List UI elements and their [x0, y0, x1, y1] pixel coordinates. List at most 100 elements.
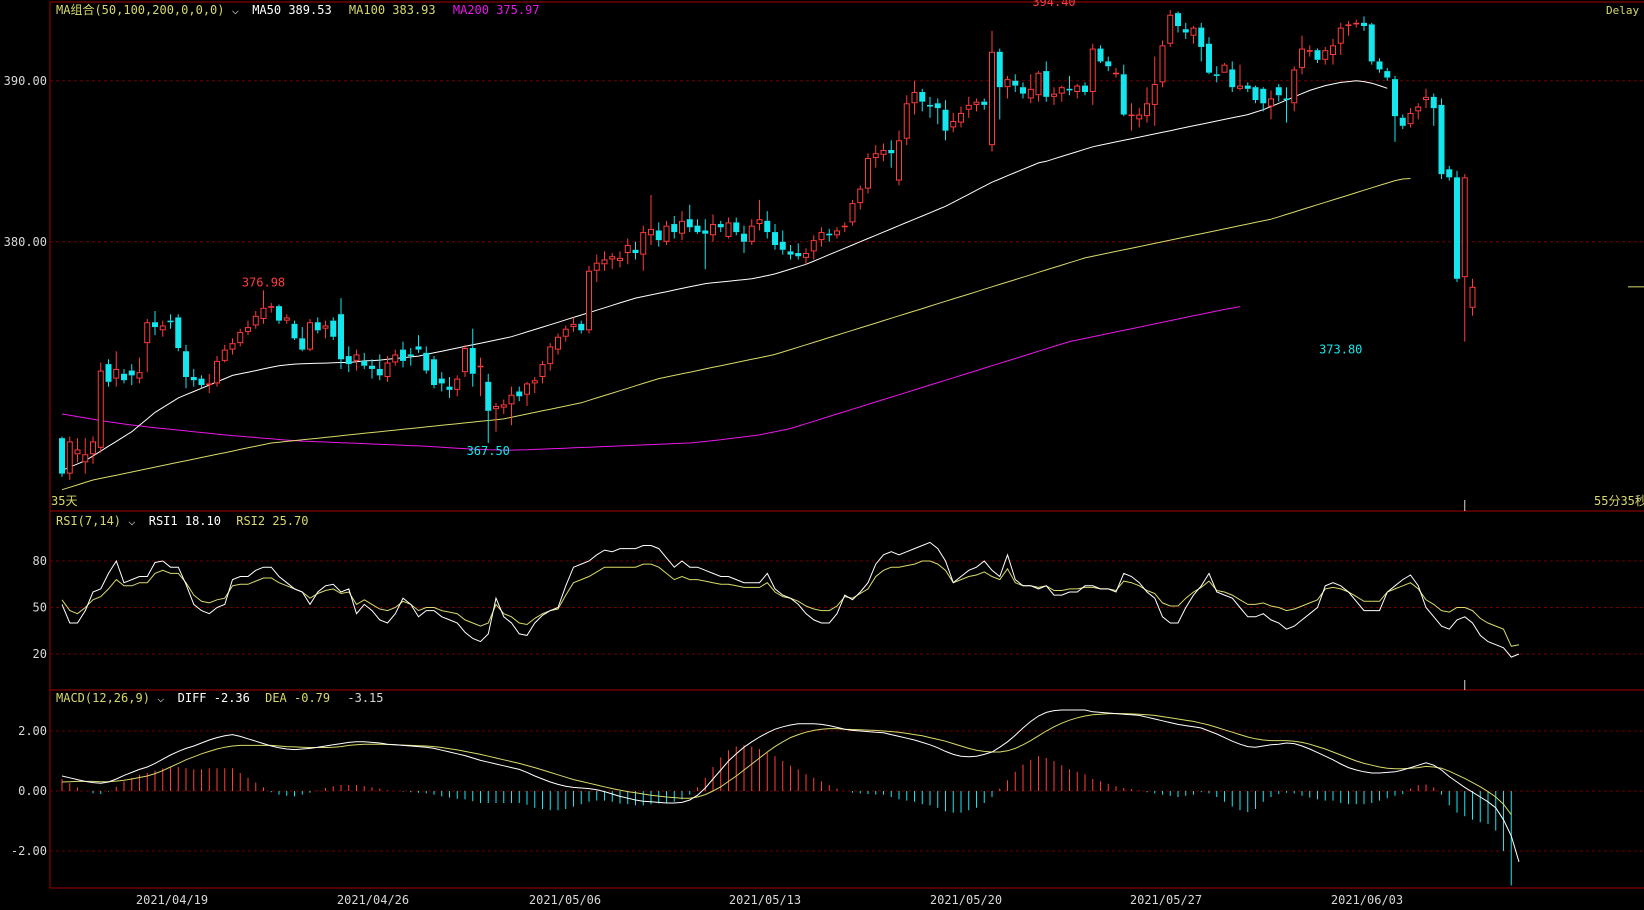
candle [105, 359, 112, 387]
date-tick-label: 2021/05/13 [729, 893, 801, 907]
candle-body [764, 220, 771, 233]
candle [694, 219, 701, 234]
candle [617, 251, 623, 268]
candle [1260, 87, 1267, 112]
candle [500, 399, 507, 415]
candle [508, 386, 515, 426]
candle [276, 304, 282, 324]
candle [1454, 170, 1460, 282]
chevron-down-icon[interactable]: ⌵ [157, 691, 164, 705]
candle-body [1454, 177, 1460, 279]
candle-body [547, 346, 554, 365]
chevron-down-icon[interactable]: ⌵ [232, 3, 239, 17]
candle-body [934, 103, 941, 109]
candle [834, 227, 840, 239]
candle-body [1384, 71, 1391, 78]
candle-body [338, 314, 344, 360]
ma50-legend: MA50 389.53 [252, 3, 331, 17]
candle [609, 253, 616, 270]
candle-body [578, 323, 585, 331]
candle [376, 354, 383, 381]
candle [872, 145, 879, 168]
candle-body [1074, 85, 1081, 93]
candle [717, 220, 724, 233]
candle [1337, 22, 1344, 55]
candle [593, 254, 600, 282]
candle [198, 375, 205, 389]
candle-body [973, 101, 980, 105]
candle-body [431, 359, 437, 386]
candle [1058, 85, 1065, 102]
price-annotations: 376.98 367.50 394.40 373.80 [242, 0, 1363, 458]
candle [415, 335, 422, 353]
candle [1291, 66, 1298, 112]
candle [965, 96, 972, 118]
candle-body [90, 441, 96, 455]
candle [927, 96, 933, 118]
candle-body [152, 322, 158, 328]
candle [1175, 11, 1181, 33]
candle [772, 224, 778, 250]
candle [1089, 43, 1096, 105]
candle-body [516, 391, 523, 397]
candle [562, 325, 569, 342]
rsi-tick-label: 80 [33, 554, 47, 568]
candle [361, 352, 368, 369]
countdown-label: 55分35秒 [1594, 494, 1644, 508]
candle [469, 328, 476, 387]
candle [733, 217, 740, 236]
candle-body [322, 325, 329, 329]
candle [803, 248, 809, 265]
candle-body [1213, 74, 1220, 76]
candle-body [927, 104, 933, 107]
candle [66, 436, 73, 481]
diff-legend: DIFF -2.36 [178, 691, 250, 705]
chevron-down-icon[interactable]: ⌵ [128, 514, 135, 528]
candle-body [1066, 88, 1073, 91]
candle-body [198, 378, 205, 386]
candle-body [570, 323, 577, 328]
candle [407, 348, 414, 366]
date-tick-label: 2021/05/20 [930, 893, 1002, 907]
macd-tick-label: 2.00 [18, 724, 47, 738]
candle-body [1275, 87, 1282, 96]
candle-body [1128, 114, 1135, 117]
candle [260, 290, 267, 324]
candle [245, 320, 251, 336]
candle [810, 235, 817, 260]
candle-body [1190, 27, 1197, 36]
ma200-line [61, 306, 1241, 451]
candle [369, 359, 375, 379]
candle [934, 98, 941, 125]
rsi-tick-label: 20 [33, 647, 47, 661]
diff-series [61, 709, 1520, 862]
candle [1097, 45, 1104, 64]
candle-body [950, 121, 957, 128]
candle-body [593, 262, 600, 271]
candle [601, 251, 608, 271]
candle-body [1337, 27, 1344, 44]
candle-body [1035, 72, 1042, 96]
rsi2-series [61, 560, 1520, 647]
ma-indicator-title[interactable]: MA组合(50,100,200,0,0,0) ⌵ MA50 389.53 MA1… [56, 2, 540, 17]
price-tick-label: 380.00 [4, 235, 47, 249]
candle-body [601, 259, 608, 265]
price-annotation: 376.98 [242, 275, 285, 289]
ma50-series [61, 80, 1388, 471]
candle [167, 314, 174, 329]
candle [1082, 82, 1088, 96]
candle [1438, 98, 1445, 179]
candle [1144, 87, 1150, 123]
candle-body [849, 203, 856, 223]
candle-body [1423, 96, 1429, 101]
macd-indicator-title[interactable]: MACD(12,26,9) ⌵ DIFF -2.36 DEA -0.79 -3.… [56, 691, 384, 705]
candle-body [617, 257, 623, 262]
candle-body [539, 364, 546, 377]
candle-body [400, 349, 406, 361]
candle [1237, 64, 1243, 91]
candle-body [1361, 22, 1367, 27]
candle [1182, 22, 1189, 39]
rsi-indicator-title[interactable]: RSI(7,14) ⌵ RSI1 18.10 RSI2 25.70 [56, 514, 308, 528]
candle [888, 140, 895, 168]
candle-body [469, 348, 476, 374]
